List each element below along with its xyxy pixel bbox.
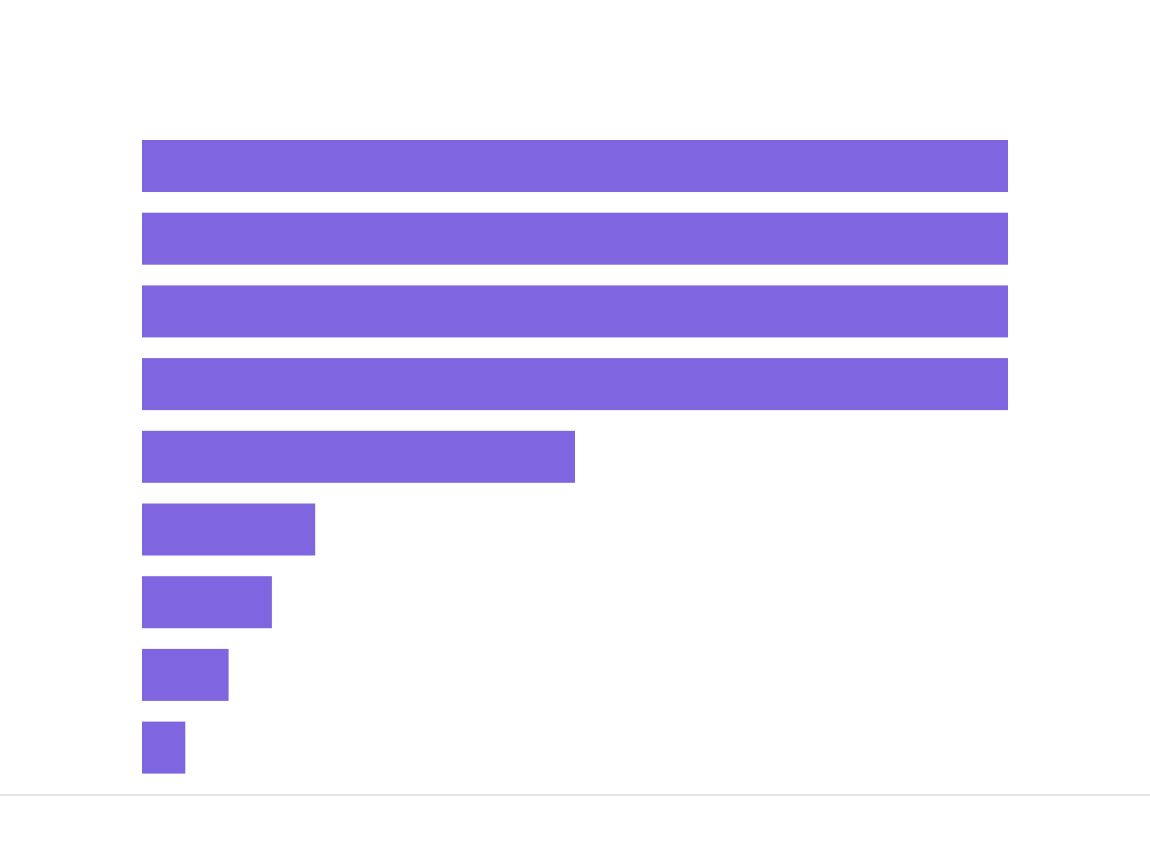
bar [142,430,575,483]
bar [142,503,316,556]
bar [142,648,229,701]
bar [142,721,186,774]
bar [142,212,1008,265]
bar [142,576,272,629]
bar [142,358,1008,411]
bar [142,140,1008,192]
bar [142,285,1008,338]
